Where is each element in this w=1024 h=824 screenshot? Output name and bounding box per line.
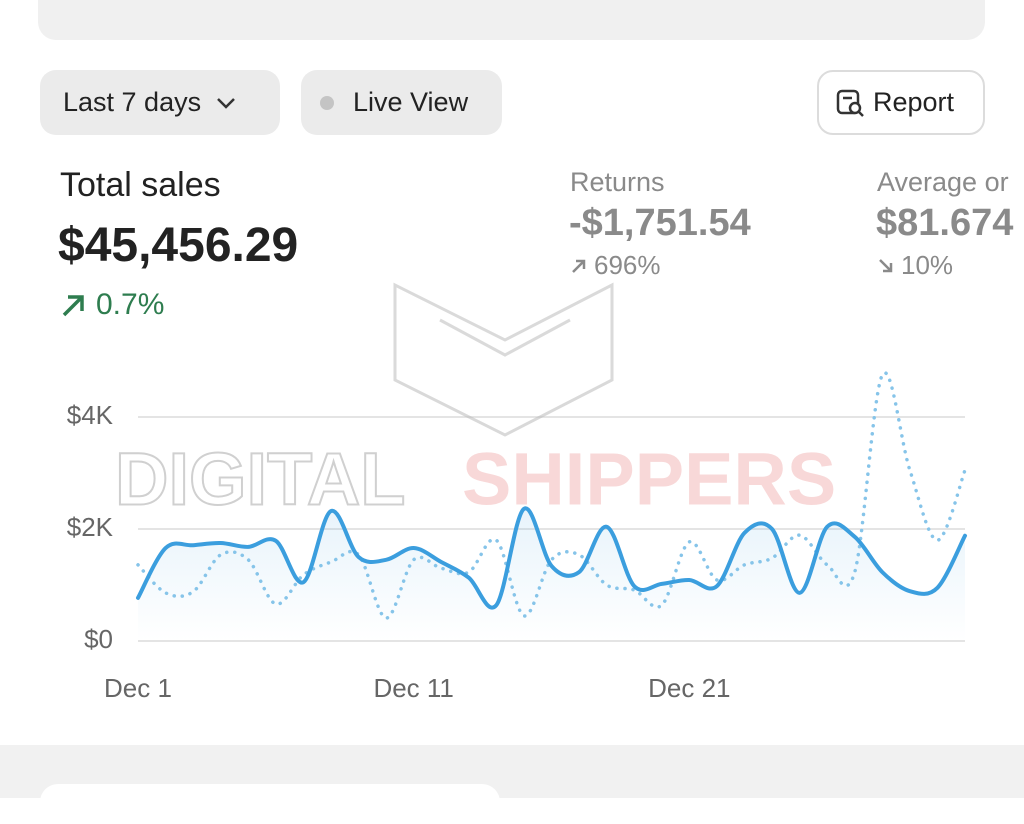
report-icon [836,89,864,117]
metric-change-text: 696% [594,250,661,280]
metric-value: $81.674 [876,202,1014,244]
date-range-button[interactable]: Last 7 days [40,70,280,135]
date-range-text: Last 7 days [63,87,202,117]
x-tick-label: Dec 1 [104,673,172,703]
watermark-text: SHIPPERS [462,438,836,521]
chart: $0 $2K $4K DIGITAL SHIPPERS Dec 1 Dec 11 Dec… [67,282,967,703]
page: Last 7 days Live View Report Total sales… [0,0,1024,798]
report-text: Report [873,87,955,117]
metric-value: -$1,751.54 [569,202,751,244]
x-tick-label: Dec 11 [373,673,453,703]
watermark: DIGITAL SHIPPERS [114,282,836,522]
live-view-text: Live View [353,87,469,117]
x-tick-label: Dec 21 [648,673,730,703]
line-series [136,371,967,620]
line-series [136,506,967,610]
metric-label: Total sales [60,166,221,204]
metric-label: Average or [877,167,1009,197]
metric-change-text: 10% [901,250,954,280]
watermark-text: DIGITAL [115,438,405,521]
metric-change: 10% [877,250,953,281]
y-tick-label: $2K [67,512,114,542]
y-tick-label: $4K [67,400,114,430]
y-tick-label: $0 [84,624,113,654]
live-view-button[interactable]: Live View [301,70,502,135]
chevron-icon [217,97,235,109]
metric-value: $45,456.29 [58,219,299,272]
report-button[interactable]: Report [817,70,985,135]
metric-change: 0.7% [60,288,164,322]
bottom-card [40,784,500,824]
metric-label: Returns [570,167,665,197]
status-dot [320,95,334,110]
up-arrow-icon [62,295,84,317]
metric-change: 696% [570,250,661,281]
top-card [38,0,985,40]
up-arrow-icon [572,259,586,273]
down-arrow-icon [879,258,893,272]
area [138,508,965,641]
metric-change-text: 0.7% [96,288,165,321]
